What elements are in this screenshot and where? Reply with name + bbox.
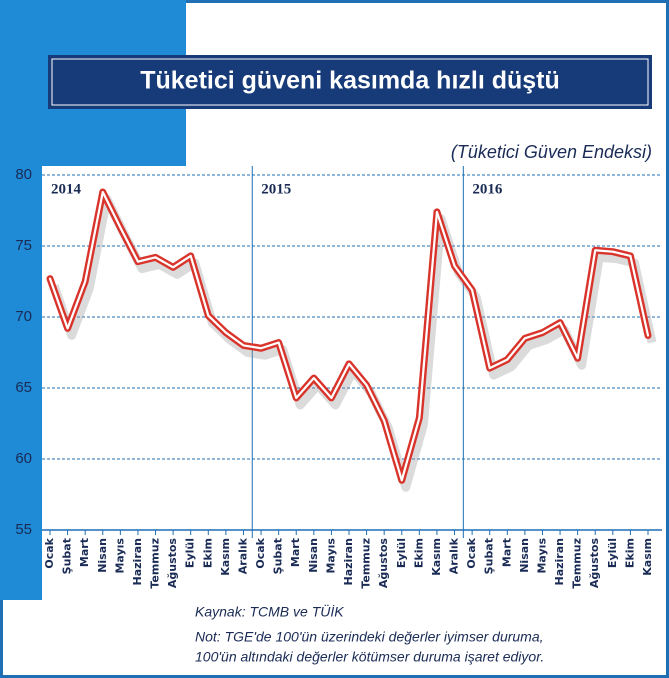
x-tick-label: Haziran [553, 538, 566, 585]
x-tick-label: Temmuz [149, 538, 162, 589]
x-tick-label: Mart [78, 538, 91, 567]
plot: 55 60 65 70 75 80 2014 2015 2016 Ocak Şubat Mart Nis… [15, 166, 662, 589]
x-tick-label: Eylül [184, 538, 197, 568]
y-tick-label: 55 [15, 521, 32, 538]
x-tick-label: Aralık [236, 537, 249, 574]
x-tick-label: Mayıs [113, 538, 126, 574]
x-tick-label: Aralık [448, 537, 461, 574]
x-tick-label: Eylül [395, 538, 408, 568]
x-tick-label: Haziran [342, 538, 355, 585]
x-tick-label: Kasım [430, 538, 443, 576]
x-tick-label: Haziran [131, 538, 144, 585]
year-label: 2015 [261, 181, 291, 197]
x-tick-label: Şubat [61, 538, 74, 574]
x-tick-label: Şubat [272, 538, 285, 574]
x-tick-label: Ekim [201, 538, 214, 568]
x-tick-label: Mart [289, 538, 302, 567]
x-tick-label: Mart [500, 538, 513, 567]
x-tick-label: Kasım [219, 538, 232, 576]
note: 100'ün altındaki değerler kötümser durum… [195, 649, 544, 665]
y-tick-label: 70 [15, 308, 32, 325]
x-tick-label: Ağustos [377, 538, 390, 589]
x-tick-label: Mayıs [324, 538, 337, 574]
x-tick-label: Ocak [254, 537, 267, 568]
x-tick-label: Ağustos [166, 538, 179, 589]
x-tick-label: Ocak [43, 537, 56, 568]
chart-title: Tüketici güveni kasımda hızlı düştü [140, 67, 560, 95]
source: Kaynak: TCMB ve TÜİK [195, 603, 344, 620]
note: Not: TGE'de 100'ün üzerindeki değerler i… [195, 629, 544, 645]
x-tick-label: Kasım [641, 538, 654, 576]
line-highlight [48, 190, 650, 482]
x-tick-label: Nisan [307, 538, 320, 573]
title-bar [48, 55, 652, 109]
plot-area [42, 166, 664, 531]
year-label: 2014 [51, 181, 82, 197]
y-tick-label: 60 [15, 450, 32, 467]
y-tick-label: 65 [15, 379, 32, 396]
x-tick-label: Ağustos [588, 538, 601, 589]
x-tick-label: Ekim [412, 538, 425, 568]
x-tick-label: Temmuz [360, 538, 373, 589]
x-tick-label: Nisan [518, 538, 531, 573]
blue-strip [0, 0, 42, 600]
x-tick-label: Nisan [96, 538, 109, 573]
x-tick-label: Şubat [483, 538, 496, 574]
year-label: 2016 [472, 181, 503, 197]
x-tick-label: Mayıs [535, 538, 548, 574]
x-tick-label: Ocak [465, 537, 478, 568]
y-tick-label: 80 [15, 166, 32, 183]
y-tick-label: 75 [15, 237, 32, 254]
x-tick-label: Ekim [623, 538, 636, 568]
title-inner-border [51, 58, 649, 106]
chart-subtitle: (Tüketici Güven Endeksi) [451, 142, 652, 162]
x-tick-label: Temmuz [571, 538, 584, 589]
x-tick-label: Eylül [606, 538, 619, 568]
